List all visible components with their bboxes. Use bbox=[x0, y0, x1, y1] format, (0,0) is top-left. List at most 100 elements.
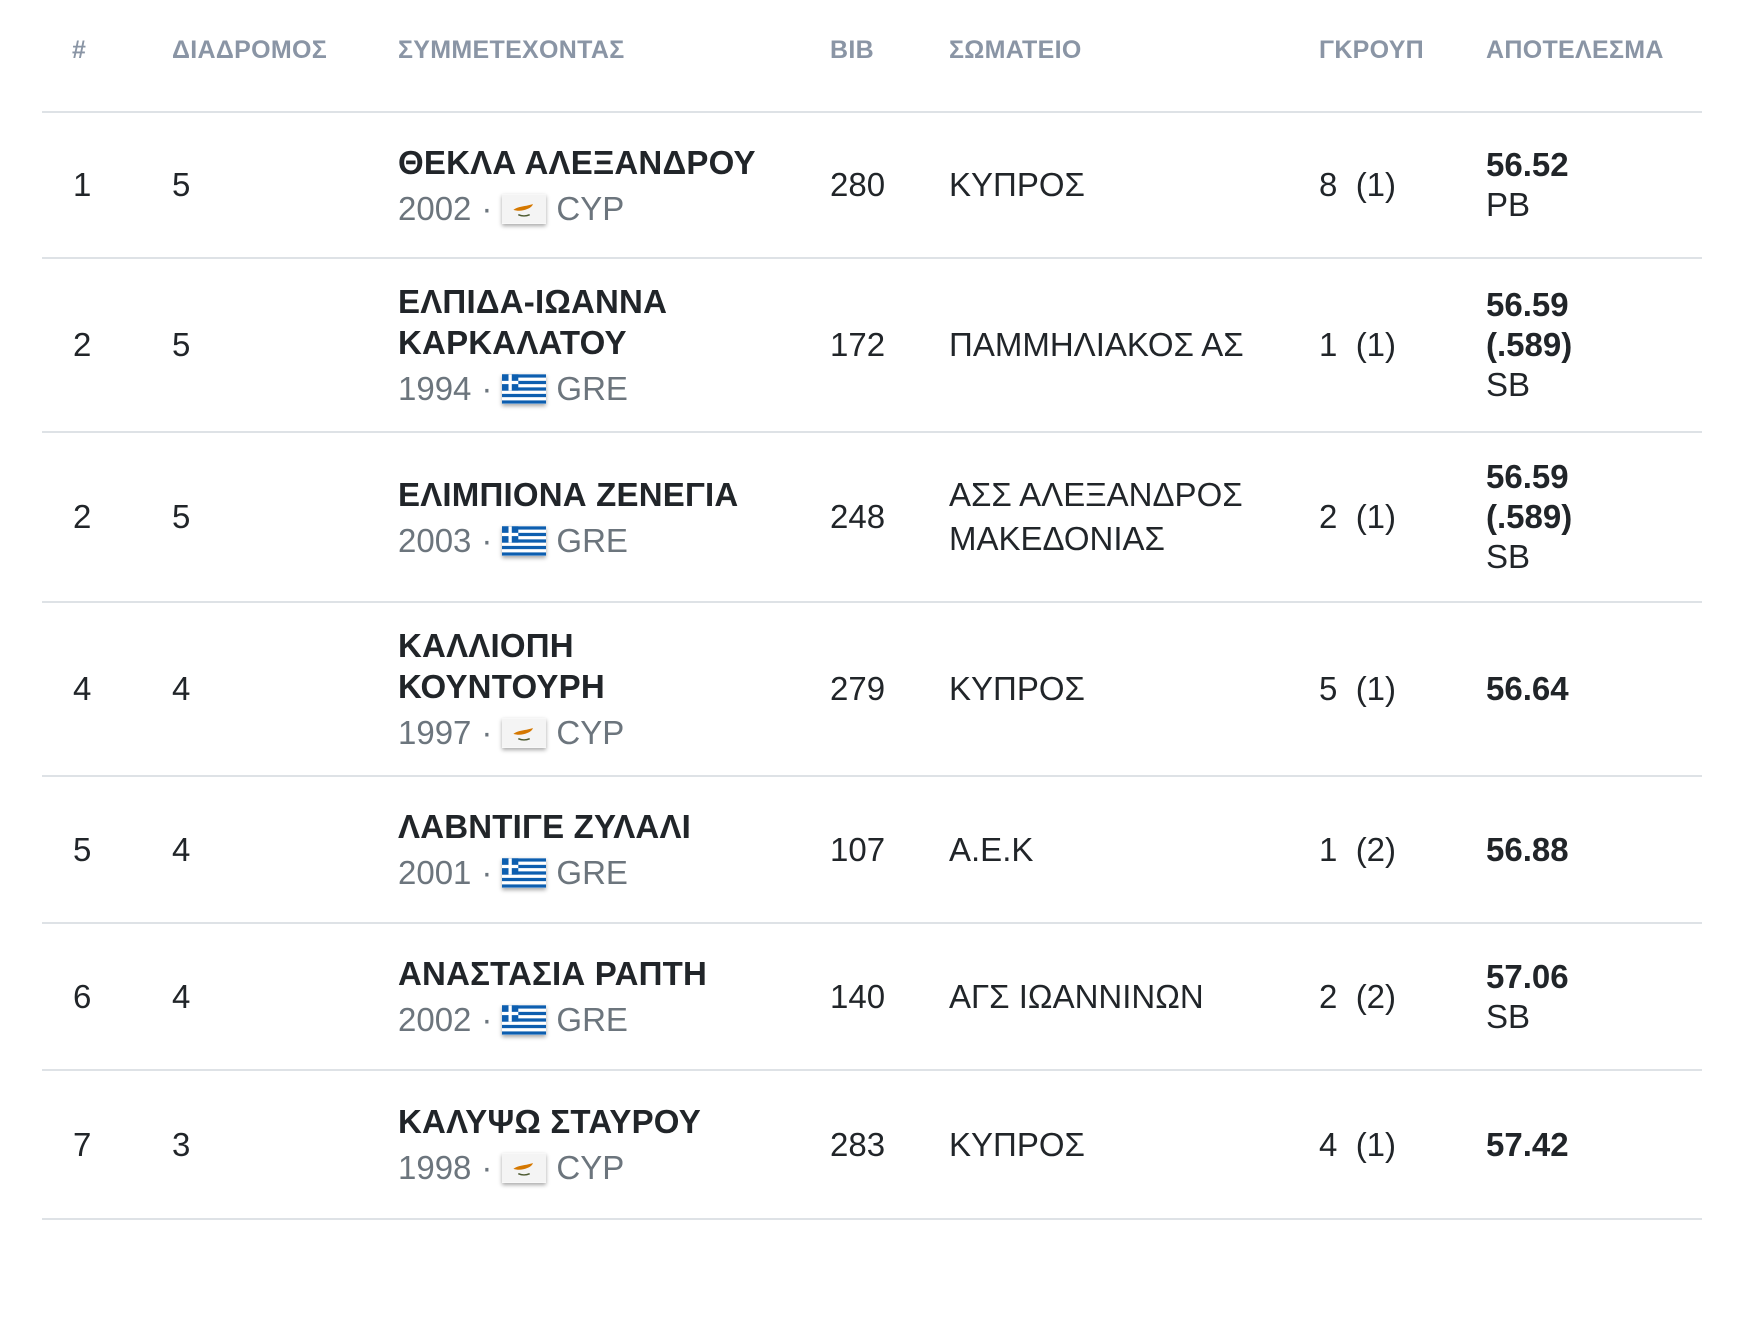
bib-cell: 248 bbox=[830, 498, 886, 535]
greece-flag-icon bbox=[502, 374, 547, 404]
group-cell: 2 (2) bbox=[1319, 977, 1397, 1015]
header-lane[interactable]: ΔΙΑΔΡΟΜΟΣ bbox=[172, 36, 328, 64]
athlete-meta: 2002 · GRE bbox=[398, 1000, 788, 1040]
country-code: GRE bbox=[556, 1001, 628, 1038]
table-row[interactable]: 4 4 ΚΑΛΛΙΟΠΗ ΚΟΥΝΤΟΥΡΗ 1997 · CYP 279 ΚΥ… bbox=[42, 603, 1702, 777]
lane-cell: 5 bbox=[172, 326, 191, 363]
group-cell: 4 (1) bbox=[1319, 1125, 1397, 1163]
athlete-meta: 1998 · CYP bbox=[398, 1148, 788, 1188]
header-athlete[interactable]: ΣΥΜΜΕΤΕΧΟΝΤΑΣ bbox=[398, 36, 625, 64]
athlete-name-link[interactable]: ΛΑΒΝΤΙΓΕ ΖΥΛΑΛΙ bbox=[398, 808, 692, 845]
group-cell: 1 (1) bbox=[1319, 326, 1397, 363]
birth-year: 2003 bbox=[398, 521, 472, 559]
club-cell: Α.Ε.Κ bbox=[949, 830, 1034, 868]
athlete-name-link[interactable]: ΕΛΙΜΠΙΟΝΑ ΖΕΝΕΓΙΑ bbox=[398, 475, 739, 513]
athlete-name-link[interactable]: ΚΑΛΥΨΩ ΣΤΑΥΡΟΥ bbox=[398, 1103, 701, 1140]
athlete-name-link[interactable]: ΚΑΛΛΙΟΠΗ ΚΟΥΝΤΟΥΡΗ bbox=[398, 627, 605, 705]
rank-cell: 4 bbox=[73, 670, 92, 707]
separator: · bbox=[481, 370, 493, 407]
result-time: 56.59 bbox=[1486, 286, 1569, 323]
result-time: 56.88 bbox=[1486, 830, 1569, 868]
group-cell: 2 (1) bbox=[1319, 498, 1397, 535]
country-code: CYP bbox=[556, 189, 625, 227]
bib-cell: 279 bbox=[830, 670, 886, 707]
record-tag: SB bbox=[1486, 997, 1531, 1035]
birth-year: 1998 bbox=[398, 1149, 472, 1186]
lane-cell: 4 bbox=[172, 670, 191, 707]
record-tag: PB bbox=[1486, 186, 1531, 223]
rank-cell: 2 bbox=[73, 326, 92, 363]
separator: · bbox=[481, 521, 493, 559]
greece-flag-icon bbox=[502, 858, 547, 888]
country-code: GRE bbox=[556, 370, 628, 407]
table-row[interactable]: 2 5 ΕΛΠΙΔΑ-ΙΩΑΝΝΑ ΚΑΡΚΑΛΑΤΟΥ 1994 · GRE … bbox=[42, 259, 1702, 433]
greece-flag-icon bbox=[502, 525, 547, 556]
athlete-name-link[interactable]: ΕΛΠΙΔΑ-ΙΩΑΝΝΑ ΚΑΡΚΑΛΑΤΟΥ bbox=[398, 283, 668, 361]
lane-cell: 4 bbox=[172, 830, 191, 868]
table-row[interactable]: 7 3 ΚΑΛΥΨΩ ΣΤΑΥΡΟΥ 1998 · CYP 283 ΚΥΠΡΟΣ… bbox=[42, 1071, 1702, 1220]
header-bib[interactable]: BIB bbox=[830, 36, 874, 64]
athlete-name-link[interactable]: ΘΕΚΛΑ ΑΛΕΞΑΝΔΡΟΥ bbox=[398, 143, 756, 181]
club-cell: ΚΥΠΡΟΣ bbox=[949, 166, 1085, 203]
bib-cell: 140 bbox=[830, 977, 886, 1015]
country-code: CYP bbox=[556, 714, 625, 751]
result-detail: (.589) bbox=[1486, 498, 1573, 535]
club-cell: ΚΥΠΡΟΣ bbox=[949, 1125, 1085, 1163]
club-cell: ΠΑΜΜΗΛΙΑΚΟΣ ΑΣ bbox=[949, 326, 1244, 363]
birth-year: 2002 bbox=[398, 189, 472, 227]
result-time: 57.06 bbox=[1486, 957, 1569, 995]
birth-year: 1997 bbox=[398, 714, 472, 751]
rank-cell: 5 bbox=[73, 830, 92, 868]
athlete-cell: ΕΛΙΜΠΙΟΝΑ ΖΕΝΕΓΙΑ 2003 · GRE bbox=[398, 433, 788, 601]
club-cell: ΚΥΠΡΟΣ bbox=[949, 670, 1085, 707]
header-club[interactable]: ΣΩΜΑΤΕΙΟ bbox=[949, 36, 1082, 64]
header-group[interactable]: ΓΚΡΟΥΠ bbox=[1319, 36, 1425, 64]
separator: · bbox=[481, 1149, 493, 1186]
result-cell: 57.42 bbox=[1486, 1071, 1569, 1218]
lane-cell: 5 bbox=[172, 166, 191, 203]
record-tag: SB bbox=[1486, 366, 1531, 403]
result-detail: (.589) bbox=[1486, 326, 1573, 363]
result-time: 56.64 bbox=[1486, 670, 1569, 707]
header-result[interactable]: ΑΠΟΤΕΛΕΣΜΑ bbox=[1486, 36, 1664, 64]
bib-cell: 172 bbox=[830, 326, 886, 363]
birth-year: 1994 bbox=[398, 370, 472, 407]
result-cell: 56.88 bbox=[1486, 777, 1569, 922]
cyprus-flag-icon bbox=[502, 193, 547, 224]
result-cell: 56.64 bbox=[1486, 603, 1569, 775]
athlete-cell: ΑΝΑΣΤΑΣΙΑ ΡΑΠΤΗ 2002 · GRE bbox=[398, 924, 788, 1069]
athlete-cell: ΘΕΚΛΑ ΑΛΕΞΑΝΔΡΟΥ 2002 · CYP bbox=[398, 113, 788, 257]
lane-cell: 5 bbox=[172, 498, 191, 535]
lane-cell: 4 bbox=[172, 977, 191, 1015]
athlete-meta: 2002 · CYP bbox=[398, 189, 788, 229]
athlete-cell: ΚΑΛΥΨΩ ΣΤΑΥΡΟΥ 1998 · CYP bbox=[398, 1071, 788, 1218]
athlete-cell: ΛΑΒΝΤΙΓΕ ΖΥΛΑΛΙ 2001 · GRE bbox=[398, 777, 788, 922]
table-row[interactable]: 1 5 ΘΕΚΛΑ ΑΛΕΞΑΝΔΡΟΥ 2002 · CYP 280 ΚΥΠΡ… bbox=[42, 113, 1702, 259]
record-tag: SB bbox=[1486, 538, 1531, 575]
rank-cell: 6 bbox=[73, 977, 92, 1015]
group-cell: 1 (2) bbox=[1319, 830, 1397, 868]
header-rank[interactable]: # bbox=[72, 36, 87, 64]
cyprus-flag-icon bbox=[502, 1153, 547, 1183]
table-row[interactable]: 2 5 ΕΛΙΜΠΙΟΝΑ ΖΕΝΕΓΙΑ 2003 · GRE 248 ΑΣΣ… bbox=[42, 433, 1702, 603]
athlete-meta: 2001 · GRE bbox=[398, 853, 788, 893]
club-cell: ΑΣΣ ΑΛΕΞΑΝΔΡΟΣ ΜΑΚΕΔΟΝΙΑΣ bbox=[949, 476, 1243, 557]
table-row[interactable]: 5 4 ΛΑΒΝΤΙΓΕ ΖΥΛΑΛΙ 2001 · GRE 107 Α.Ε.Κ… bbox=[42, 777, 1702, 924]
birth-year: 2001 bbox=[398, 854, 472, 891]
table-row[interactable]: 6 4 ΑΝΑΣΤΑΣΙΑ ΡΑΠΤΗ 2002 · GRE 140 ΑΓΣ Ι… bbox=[42, 924, 1702, 1071]
separator: · bbox=[481, 854, 493, 891]
separator: · bbox=[481, 1001, 493, 1038]
result-time: 56.52 bbox=[1486, 146, 1569, 183]
athlete-meta: 1997 · CYP bbox=[398, 713, 788, 753]
result-time: 57.42 bbox=[1486, 1125, 1569, 1163]
country-code: GRE bbox=[556, 854, 628, 891]
birth-year: 2002 bbox=[398, 1001, 472, 1038]
greece-flag-icon bbox=[502, 1005, 547, 1035]
athlete-meta: 1994 · GRE bbox=[398, 369, 788, 409]
rank-cell: 2 bbox=[73, 498, 92, 535]
result-cell: 56.59 (.589) SB bbox=[1486, 433, 1572, 601]
athlete-name-link[interactable]: ΑΝΑΣΤΑΣΙΑ ΡΑΠΤΗ bbox=[398, 955, 708, 992]
group-cell: 5 (1) bbox=[1319, 670, 1397, 707]
rank-cell: 1 bbox=[73, 166, 92, 203]
separator: · bbox=[481, 189, 493, 227]
